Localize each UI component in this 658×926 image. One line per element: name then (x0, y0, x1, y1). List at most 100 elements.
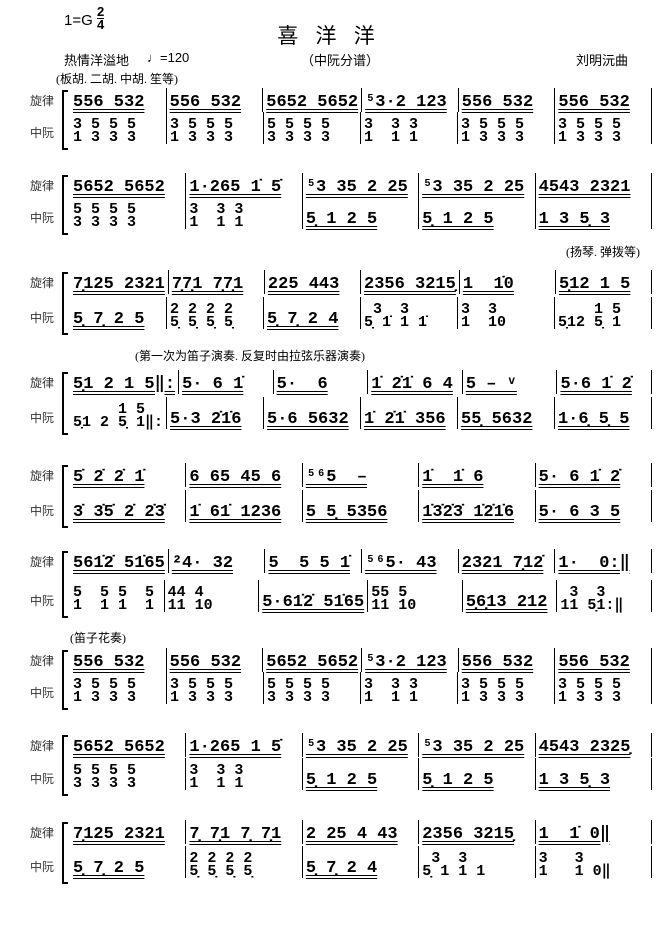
measure-notes: 1 3 3 3 (73, 129, 137, 146)
melody-measure: 556 532 (70, 88, 167, 112)
zhongruan-row: 1 5 5̣1 2 5̣ 1‖: 5·3 2̇1̇6 5·6 5632 1̇ 2̇1̇ … (70, 397, 652, 430)
measure-notes: 5̣6̣13 212 (465, 593, 548, 612)
melody-measure: 225 443 (265, 270, 362, 294)
melody-measure: 5· 6 1̇ 2̇ (536, 463, 653, 487)
melody-measure: 556 532 (459, 88, 556, 112)
measure-notes: 556 532 (558, 653, 630, 672)
melody-measure: 5̣1 2 1 5‖: (70, 370, 180, 394)
zhongruan-measure: 1 5 5̣12 5̣ 1 (555, 297, 652, 331)
chord-top-notes: 5 5 5 5 (267, 116, 331, 133)
system-bracket (62, 175, 68, 235)
measure-notes: ²4· 32 (171, 554, 234, 573)
key-signature: 1=G (64, 12, 93, 29)
melody-measure: ⁵3·2 123 (362, 648, 459, 672)
melody-measure: 7̣125 2321 (70, 820, 187, 844)
melody-label: 旋律 (30, 654, 55, 668)
zhongruan-measure: 2 2 2 2 5̣ 5̣ 5̣ 5̣ (186, 846, 303, 879)
melody-row: 561̇2̇ 51̇65 ²4· 32 5 5 5 1̇ ⁵⁶5· 43 2321 7̣… (70, 549, 653, 573)
zhongruan-row: 3̇ 3̇5̇ 2̇ 2̇3̇ 1̇ 61̇ 1236 5 5̣ 5356 1̇3̇2… (70, 490, 653, 522)
melody-measure: ⁵3 35 2 25 (419, 173, 536, 197)
melody-row: 556 532 556 532 5652 5652 ⁵3·2 123 556 532 55… (70, 88, 653, 112)
time-signature: 2 4 (97, 5, 105, 32)
measure-notes: 1 3 3 3 (170, 129, 234, 146)
melody-measure: 5652 5652 (263, 648, 363, 672)
measure-notes: 5̣ 7̣ 2 4 (267, 310, 339, 329)
zhongruan-measure: 5̣ 1 2 5 (303, 758, 420, 790)
measure-notes: 7̣125 2321 (73, 825, 165, 844)
measure-notes: 5 5̣ 5356 (305, 503, 388, 522)
zhongruan-measure: 5̣ 7̣ 2 4 (264, 297, 361, 329)
measure-notes: 7̣7̣1 7̣7̣1 (171, 275, 244, 294)
zhongruan-label: 中阮 (30, 504, 55, 518)
melody-measure: 5̇ 2̇ 2̇ 1̇ (70, 463, 187, 487)
instruments-note: (板胡. 二胡. 中胡. 笙等) (56, 72, 178, 86)
zhongruan-measure: 5̣ 1 2 5 (419, 197, 536, 229)
expression-mark: 热情洋溢地 (64, 53, 130, 68)
chord-top-notes: 5 5 5 5 (73, 201, 137, 218)
zhongruan-measure: 5·3 2̇1̇6 (167, 397, 265, 429)
melody-measure: 1· 0:‖ (555, 549, 653, 573)
chord-top-notes: 55 5 (371, 584, 408, 601)
measure-notes: 5̣ 7̣ 2 5 (73, 859, 145, 878)
chord-top-notes: 3 3 (422, 850, 468, 867)
chord-top-notes: 5 5 5 5 (73, 584, 155, 601)
zhongruan-measure: 1̇ 61̇ 1236 (186, 490, 303, 522)
zhongruan-measure: 1 3 5̣ 3 (536, 758, 653, 790)
melody-measure: 1 1̇ 0‖ (536, 820, 653, 844)
measure-notes: 2 25 4 43 (305, 825, 398, 844)
measure-notes: 1 1̇0 (462, 275, 514, 294)
measure-notes: 11 10 (167, 597, 213, 614)
melody-measure: 5 – ᵛ (463, 370, 558, 394)
measure-notes: 11 5̣1:‖ (560, 597, 624, 614)
melody-measure: 1·265 1 5̇ (186, 733, 303, 757)
measure-notes: 556 532 (169, 93, 242, 112)
zhongruan-label: 中阮 (30, 126, 55, 140)
tempo-mark: ♩=120 (147, 50, 189, 65)
measure-notes: ⁵⁶5 – (305, 468, 368, 487)
measure-notes: 225 443 (267, 275, 340, 294)
measure-notes: 1̇ 1̇ 6 (422, 468, 484, 487)
zhongruan-measure: 44 4 11 10 (165, 580, 260, 614)
melody-measure: ²4· 32 (169, 549, 266, 573)
system-bracket (62, 551, 68, 618)
melody-measure: 1 1̇0 (460, 270, 556, 294)
melody-row: 5652 5652 1·265 1̇ 5̇ ⁵3 35 2 25 ⁵3 35 2 25… (70, 173, 653, 197)
dizi-note: (笛子花奏) (70, 631, 126, 645)
measure-notes: 4543 2321 (538, 178, 631, 197)
melody-measure: 2356 3215̣ (361, 270, 460, 294)
measure-notes: 3 3 3 3 (267, 129, 331, 146)
melody-measure: 2356 3215̣ (419, 820, 536, 844)
measure-notes: 7̣ 7̣1 7̣ 7̣1 (189, 825, 282, 844)
zhongruan-label: 中阮 (30, 860, 55, 874)
measure-notes: 1 3 3 3 (170, 689, 234, 706)
zhongruan-measure: 3 3 5̣ 1 1 1 (419, 846, 536, 879)
measure-notes: 1 1 1 (189, 775, 244, 792)
measure-notes: 1 3 3 3 (558, 129, 622, 146)
measure-notes: 5652 5652 (73, 178, 165, 197)
measure-notes: 1 1̇ 0‖ (538, 825, 611, 844)
time-bottom: 4 (97, 17, 105, 32)
melody-measure: 7̣125 2321 (70, 270, 169, 294)
quarter-note-icon: ♩ (147, 50, 160, 65)
measure-notes: 5̣12 5̣ 1 (558, 314, 622, 331)
melody-measure: 556 532 (555, 648, 653, 672)
chord-top-notes: 3 3 (364, 301, 410, 318)
measure-notes: 1̇ 61̇ 1236 (189, 503, 282, 522)
melody-measure: 1·265 1̇ 5̇ (186, 173, 303, 197)
measure-notes: 2321 7̣12̇ (461, 554, 544, 573)
measure-notes: 561̇2̇ 51̇65 (73, 554, 165, 573)
melody-measure: ⁵⁶5 – (303, 463, 420, 487)
measure-notes: ⁵⁶5· 43 (365, 554, 437, 573)
measure-notes: 556 532 (73, 93, 145, 112)
chord-top-notes: 2 2 2 2 (189, 850, 253, 867)
measure-notes: 1̇3̇2̇3̇ 1̇2̇1̇6 (422, 503, 515, 522)
